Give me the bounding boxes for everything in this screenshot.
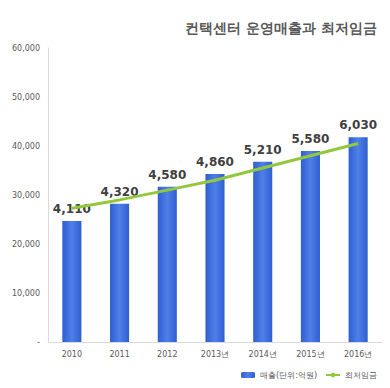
svg-text:2013년: 2013년 <box>201 350 229 359</box>
svg-text:30,000: 30,000 <box>12 191 40 200</box>
svg-text:4,110: 4,110 <box>53 202 91 216</box>
svg-text:10,000: 10,000 <box>12 289 40 298</box>
svg-text:컨택센터 운영매출과 최저임금: 컨택센터 운영매출과 최저임금 <box>185 20 377 36</box>
svg-text:50,000: 50,000 <box>12 93 40 102</box>
svg-text:2010: 2010 <box>62 350 82 359</box>
svg-text:4,860: 4,860 <box>196 155 234 169</box>
svg-text:60,000: 60,000 <box>12 44 40 53</box>
svg-text:6,030: 6,030 <box>339 118 377 132</box>
svg-text:2011: 2011 <box>109 350 129 359</box>
svg-text:40,000: 40,000 <box>12 142 40 151</box>
svg-text:-: - <box>37 338 40 347</box>
svg-text:5,210: 5,210 <box>244 143 282 157</box>
svg-text:2012: 2012 <box>157 350 177 359</box>
svg-text:5,580: 5,580 <box>291 132 329 146</box>
svg-text:매출(단위:억원): 매출(단위:억원) <box>260 371 317 380</box>
svg-text:최저임금: 최저임금 <box>345 371 377 380</box>
svg-text:2015년: 2015년 <box>296 350 324 359</box>
svg-text:2016년: 2016년 <box>344 350 372 359</box>
svg-text:20,000: 20,000 <box>12 240 40 249</box>
svg-text:4,320: 4,320 <box>100 184 139 199</box>
svg-text:4,580: 4,580 <box>148 168 186 182</box>
svg-text:2014년: 2014년 <box>249 350 277 359</box>
